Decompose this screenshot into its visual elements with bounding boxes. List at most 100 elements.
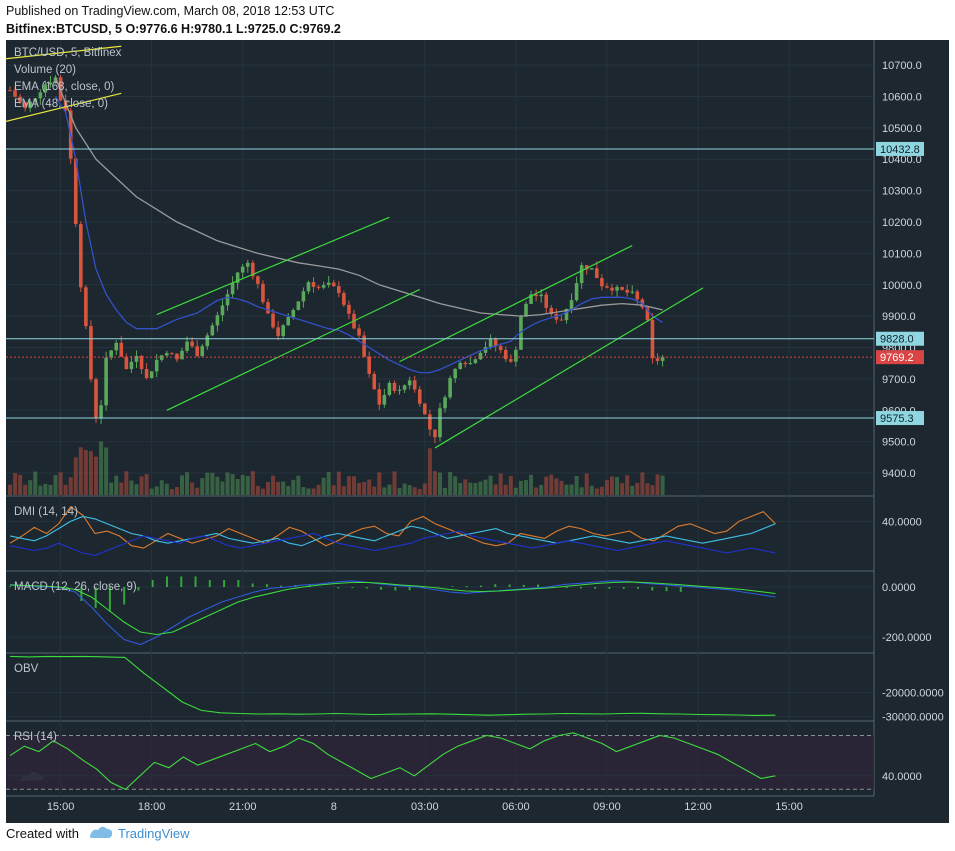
main-legend-text: Volume (20) bbox=[14, 64, 76, 76]
candle-body bbox=[48, 82, 53, 85]
candle-body bbox=[119, 342, 124, 357]
volume-bar bbox=[438, 472, 442, 495]
candle-body bbox=[529, 294, 533, 304]
price-tick-label: 10600.0 bbox=[882, 91, 922, 103]
volume-bar bbox=[574, 475, 579, 495]
volume-bar bbox=[357, 482, 362, 495]
candle-body bbox=[382, 394, 387, 405]
volume-bar bbox=[615, 477, 620, 495]
volume-bar bbox=[205, 472, 210, 495]
volume-bar bbox=[210, 472, 215, 495]
candle-body bbox=[468, 363, 473, 365]
trendline-channel2-upper bbox=[399, 244, 633, 363]
candle-body bbox=[175, 353, 179, 360]
candle-body bbox=[63, 100, 68, 111]
footer-created-with: Created with bbox=[6, 826, 79, 841]
time-tick-label: 09:00 bbox=[593, 801, 621, 813]
candle-body bbox=[630, 291, 635, 293]
volume-bar bbox=[508, 475, 513, 495]
candle-body bbox=[412, 380, 417, 390]
candle-body bbox=[240, 266, 245, 273]
candle-body bbox=[569, 300, 574, 309]
volume-bar bbox=[655, 474, 660, 495]
volume-bar bbox=[352, 476, 356, 495]
chart-area[interactable]: 9400.09500.09600.09700.09800.09900.01000… bbox=[6, 40, 949, 823]
candle-body bbox=[357, 328, 361, 336]
indicator-series-line bbox=[9, 515, 776, 547]
chart-svg[interactable]: 9400.09500.09600.09700.09800.09900.01000… bbox=[6, 40, 949, 823]
candle-body bbox=[159, 355, 164, 360]
candle-body bbox=[316, 286, 321, 288]
volume-bar bbox=[276, 481, 281, 495]
volume-bar bbox=[99, 441, 104, 495]
candle-body bbox=[488, 339, 493, 348]
indicator-series-line bbox=[9, 581, 776, 636]
price-level-label: 9769.2 bbox=[880, 352, 914, 364]
candle-body bbox=[574, 283, 579, 301]
price-tick-label: 10300.0 bbox=[882, 186, 922, 198]
candle-body bbox=[89, 326, 93, 380]
candle-body bbox=[579, 265, 584, 284]
volume-bar bbox=[88, 451, 93, 495]
candle-body bbox=[261, 283, 265, 303]
volume-bar bbox=[407, 485, 412, 495]
volume-bar bbox=[584, 473, 589, 495]
indicator-series-line bbox=[9, 580, 776, 646]
candle-body bbox=[33, 98, 38, 102]
candle-body bbox=[28, 101, 33, 109]
candle-body bbox=[402, 385, 407, 390]
price-tick-label: 9500.0 bbox=[882, 437, 916, 449]
time-tick-label: 06:00 bbox=[502, 801, 530, 813]
indicator-tick-label: -200.0000 bbox=[882, 632, 932, 644]
candle-body bbox=[276, 327, 280, 337]
indicator-title: DMI (14, 14) bbox=[14, 506, 78, 518]
candle-body bbox=[443, 397, 447, 409]
volume-bar bbox=[377, 472, 382, 495]
candle-body bbox=[625, 289, 629, 293]
volume-bar bbox=[610, 476, 614, 495]
volume-bar bbox=[518, 480, 523, 495]
price-label-box bbox=[876, 411, 924, 426]
volume-bar bbox=[529, 474, 534, 495]
volume-bar bbox=[180, 475, 184, 495]
footer-brand[interactable]: TradingView bbox=[118, 826, 190, 841]
tradingview-logo-icon bbox=[89, 826, 113, 838]
volume-bar bbox=[493, 484, 498, 495]
trendline-channel1-lower bbox=[166, 288, 421, 411]
candle-body bbox=[539, 294, 543, 297]
volume-bar bbox=[443, 487, 448, 495]
volume-bar bbox=[382, 487, 387, 495]
volume-bar bbox=[250, 471, 255, 495]
volume-bar bbox=[73, 457, 78, 495]
time-tick-label: 15:00 bbox=[775, 801, 803, 813]
symbol-ohlc-line: Bitfinex:BTCUSD, 5 O:9776.6 H:9780.1 L:9… bbox=[6, 22, 341, 36]
candle-body bbox=[397, 389, 402, 391]
candle-body bbox=[321, 285, 326, 288]
volume-bar bbox=[316, 484, 321, 495]
volume-bar bbox=[144, 474, 149, 495]
candle-body bbox=[337, 286, 341, 294]
volume-bar bbox=[645, 483, 650, 495]
published-line: Published on TradingView.com, March 08, … bbox=[6, 4, 335, 18]
volume-bar bbox=[33, 471, 38, 495]
candle-body bbox=[230, 282, 235, 295]
candle-body bbox=[417, 389, 422, 404]
candle-body bbox=[331, 282, 336, 287]
volume-bar bbox=[139, 476, 144, 495]
indicator-title: MACD (12, 26, close, 9) bbox=[14, 581, 137, 593]
candle-body bbox=[215, 315, 220, 326]
price-tick-label: 10000.0 bbox=[882, 280, 922, 292]
volume-bar bbox=[554, 478, 559, 495]
volume-bar bbox=[427, 448, 432, 495]
volume-bar bbox=[200, 478, 205, 495]
candle-body bbox=[190, 341, 194, 347]
candle-body bbox=[519, 316, 523, 350]
volume-bar bbox=[468, 482, 473, 495]
candle-body bbox=[483, 347, 488, 353]
volume-bar bbox=[63, 484, 68, 495]
price-label-box bbox=[876, 350, 924, 365]
volume-bar bbox=[625, 475, 630, 495]
indicator-tick-label: 40.0000 bbox=[882, 516, 922, 528]
main-legend-text: BTC/USD, 5, Bitfinex bbox=[14, 47, 122, 59]
volume-bar bbox=[104, 447, 109, 495]
